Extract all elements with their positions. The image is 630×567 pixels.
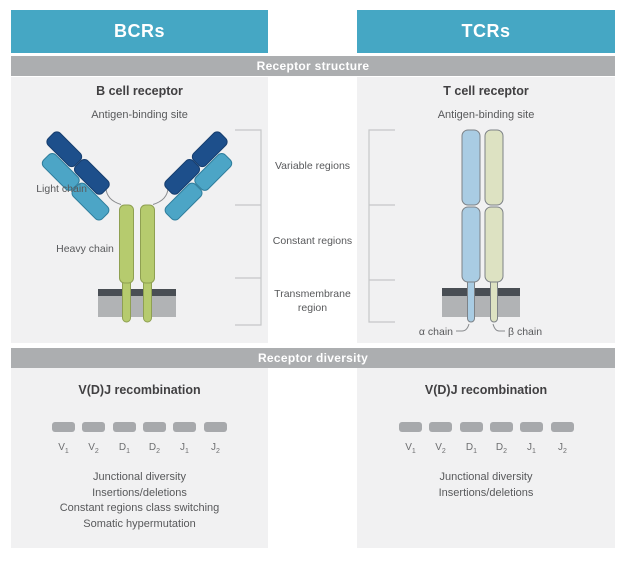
gene-segment [143, 422, 166, 432]
bcr-heavy-chain-constant [140, 204, 155, 284]
bcr-membrane-inner [98, 296, 176, 317]
light-chain-label: Light chain [36, 183, 87, 195]
bcr-membrane-outer [98, 289, 176, 296]
bcr-region-bracket [235, 129, 262, 326]
bcr-structure-panel: B cell receptor Antigen-binding site [11, 77, 268, 343]
gene-segment [52, 422, 75, 432]
bcr-light-chain [71, 182, 110, 221]
mechanism-line: Constant regions class switching [59, 502, 220, 514]
alpha-chain-pointer [456, 323, 470, 332]
beta-chain-label: β chain [508, 326, 542, 338]
gene-segment [520, 422, 543, 432]
gene-segment-label: V1 [405, 442, 416, 455]
transmembrane-region-label: Transmembrane region [274, 288, 351, 314]
tcr-beta-constant [484, 206, 504, 283]
bcr-mechanisms: Junctional diversity Insertions/deletion… [11, 470, 268, 532]
beta-chain-pointer [492, 323, 505, 332]
gene-segment [551, 422, 574, 432]
tcr-membrane-inner [442, 296, 520, 317]
bcr-hinge-connector [152, 187, 169, 205]
bcr-diagram: Light chain Heavy chain [36, 129, 262, 326]
gene-segment [460, 422, 483, 432]
bcr-hinge-connector [105, 187, 122, 205]
gene-segment-label: V2 [435, 442, 446, 455]
gene-segment [399, 422, 422, 432]
gene-segment [429, 422, 452, 432]
bcr-heavy-chain-constant [119, 204, 134, 284]
tcr-header-label: TCRs [461, 21, 511, 41]
constant-regions-label: Constant regions [272, 235, 353, 247]
gene-segment [490, 422, 513, 432]
gene-segment-label: J1 [527, 442, 536, 455]
receptor-diversity-banner: Receptor diversity [11, 348, 615, 368]
bcr-heavy-chain-variable [46, 131, 83, 168]
tcr-title: T cell receptor [443, 84, 529, 98]
receptor-structure-banner-label: Receptor structure [256, 59, 370, 73]
gene-segment-label: D2 [148, 442, 161, 455]
bcr-heavy-chain-variable [73, 158, 110, 195]
bcr-left-arm [41, 131, 110, 221]
gene-segment-label: D2 [495, 442, 508, 455]
gene-segment-label: J2 [211, 442, 220, 455]
tcr-alpha-constant [461, 206, 481, 283]
bcr-light-chain [41, 152, 80, 191]
bcr-heavy-chain-variable [164, 158, 201, 195]
bcr-light-chain [194, 152, 233, 191]
heavy-chain-label: Heavy chain [56, 243, 114, 255]
mechanism-line: Junctional diversity [93, 471, 186, 483]
mechanism-line: Insertions/deletions [438, 486, 534, 499]
gene-segment [204, 422, 227, 432]
gene-segment-label: J2 [558, 442, 567, 455]
mechanism-line: Junctional diversity [439, 471, 533, 483]
gene-segment-label: J1 [180, 442, 189, 455]
bcr-light-chain [164, 182, 203, 221]
tcr-subtitle: Antigen-binding site [437, 109, 535, 121]
gene-segment-label: D1 [465, 442, 478, 455]
mechanism-line: Insertions/deletions [92, 486, 187, 499]
alpha-chain-label: α chain [419, 326, 453, 338]
bcr-subtitle: Antigen-binding site [91, 109, 188, 121]
gene-segment [173, 422, 196, 432]
bcr-diversity-panel: V(D)J recombination V1 V2 D1 D2 J1 J2 Ju… [11, 368, 268, 548]
tcr-membrane-outer [442, 288, 520, 296]
tcr-structure-panel: T cell receptor Antigen-binding site α c… [357, 77, 615, 343]
gene-segment [82, 422, 105, 432]
tcr-header: TCRs [357, 10, 615, 53]
bcr-header: BCRs [11, 10, 268, 53]
gene-segment-label: V1 [58, 442, 69, 455]
region-labels: Variable regions Constant regions Transm… [268, 77, 357, 343]
tcr-mechanisms: Junctional diversity Insertions/deletion… [357, 470, 615, 501]
bcr-title: B cell receptor [96, 84, 183, 98]
gene-segment-label: V2 [88, 442, 99, 455]
bcr-vdj-title: V(D)J recombination [78, 383, 201, 397]
tcr-region-bracket [368, 129, 395, 323]
tcr-diversity-panel: V(D)J recombination V1 V2 D1 D2 J1 J2 Ju… [357, 368, 615, 548]
receptor-diversity-banner-label: Receptor diversity [257, 351, 369, 365]
variable-regions-label: Variable regions [274, 160, 351, 172]
tcr-alpha-variable [461, 129, 481, 206]
bcr-header-label: BCRs [113, 21, 165, 41]
gene-segment [113, 422, 136, 432]
bcr-right-arm [164, 131, 233, 221]
tcr-beta-variable [484, 129, 504, 206]
tcr-vdj-title: V(D)J recombination [424, 383, 548, 397]
bcr-heavy-chain-variable [191, 131, 228, 168]
receptor-structure-banner: Receptor structure [11, 56, 615, 76]
mechanism-line: Somatic hypermutation [83, 517, 196, 530]
tcr-diagram: α chain β chain [368, 129, 542, 338]
gene-segment-label: D1 [118, 442, 131, 455]
